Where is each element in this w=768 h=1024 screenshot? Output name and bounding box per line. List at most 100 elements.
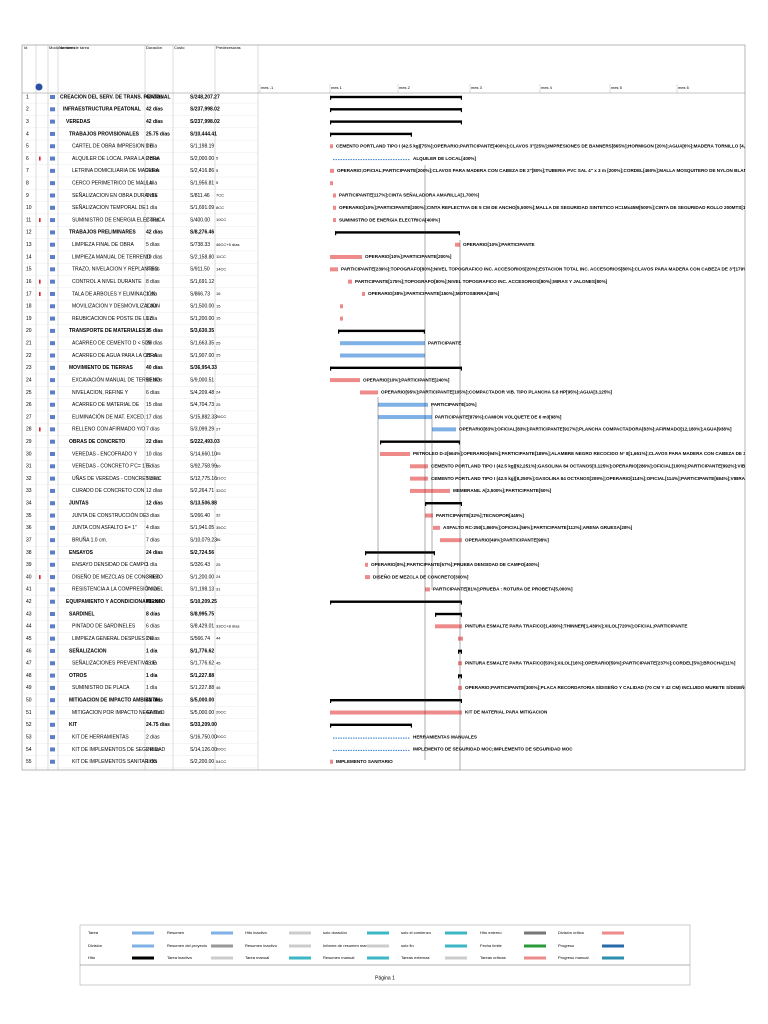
mode-icon	[50, 759, 55, 764]
task-duration: 24.75 días	[146, 722, 170, 728]
task-duration: 8 días	[146, 279, 160, 285]
task-name: MOVILIZACION Y DESMOVILIZACION	[72, 304, 160, 310]
legend-swatch	[602, 944, 624, 948]
summary-cap	[330, 120, 332, 125]
mode-icon	[50, 131, 55, 136]
summary-cap	[410, 132, 412, 137]
legend-label: Tarea inactiva	[167, 955, 192, 960]
task-id: 18	[26, 304, 32, 310]
resource-label: DISEÑO DE MEZCLA DE CONCRETO[300%]	[373, 573, 469, 579]
critical-bar	[380, 451, 410, 456]
resource-label: KIT DE MATERIAL PARA MITIGACION	[465, 710, 548, 715]
legend-label: Progreso manual	[558, 955, 589, 960]
task-id: 4	[26, 131, 29, 137]
page-number: Página 1	[375, 975, 395, 981]
task-name: MOVIMIENTO DE TIERRAS	[69, 365, 133, 371]
resource-label: OPERARIO[95%];PARTICIPANTE[105%];COMPACT…	[381, 390, 612, 395]
timescale-label: mes 1	[331, 85, 343, 90]
task-id: 35	[26, 513, 32, 519]
task-id: 1	[26, 94, 29, 100]
task-name: SEÑALIZACION	[69, 647, 107, 654]
task-name: CONTROL A NIVEL DURANTE	[72, 279, 142, 285]
task-cost: S/400.00	[190, 217, 210, 223]
mode-icon	[50, 205, 55, 210]
task-name: ACARREO DE MATERIAL DE	[72, 402, 140, 408]
resource-label: OPERARIO[10%];PARTICIPANTE	[463, 242, 535, 247]
task-cost: S/2,724.56	[190, 550, 214, 556]
task-name: CERCO PERIMETRICO DE MALLA	[72, 180, 153, 186]
task-duration: 42 días	[146, 107, 163, 113]
critical-bar	[433, 525, 440, 530]
resource-label: PINTURA ESMALTE PARA TRAFICO[53%];XILOL[…	[465, 660, 736, 665]
task-cost: S/2,200.00	[190, 759, 214, 765]
task-predecessors: 15	[216, 303, 221, 308]
task-cost: S/14,126.00	[190, 747, 217, 753]
legend-label: Progreso	[558, 943, 575, 948]
critical-bar	[330, 267, 338, 272]
task-cost: S/8,429.01	[190, 624, 214, 630]
task-predecessors: 32CC	[216, 488, 226, 493]
task-id: 2	[26, 107, 29, 113]
legend-label: Resumen	[167, 930, 184, 935]
legend-label: solo duración	[323, 930, 347, 935]
task-predecessors: 26CC	[216, 414, 226, 419]
resource-label: SUMINISTRO DE ENERGIA ELECTRICA[400%]	[339, 217, 440, 222]
task-cost: S/10,209.25	[190, 599, 217, 605]
task-duration: 10 días	[146, 377, 163, 383]
task-predecessors: 14CC	[216, 266, 226, 271]
mode-icon	[50, 242, 55, 247]
task-name: OTROS	[69, 673, 87, 679]
task-predecessors: 32	[216, 513, 221, 518]
task-duration: 5 días	[146, 464, 160, 470]
task-name: RELLENO CON AFIRMADO Y/O	[72, 427, 145, 433]
legend-swatch	[367, 956, 389, 960]
frame	[21, 44, 746, 771]
resource-label: OPERARIO;OFICIAL;PARTICIPANTE[200%];CLAV…	[337, 168, 768, 173]
task-duration: 10 días	[146, 254, 163, 260]
task-name: SEÑALIZACION EN OBRA DURANTE	[72, 192, 159, 199]
task-cost: S/3,630.35	[190, 328, 214, 334]
summary-cap	[410, 723, 412, 728]
summary-bar	[330, 132, 412, 136]
task-predecessors: 33CC+8 días	[216, 623, 239, 628]
resource-label: ASFALTO RC-250[1,860%];OFICIAL[56%];PART…	[443, 525, 633, 530]
resource-label: OPERARIO[10%];PARTICIPANTE[200%]	[365, 254, 452, 259]
task-duration: 6 días	[146, 390, 160, 396]
legend-swatch	[211, 931, 233, 935]
task-id: 51	[26, 710, 32, 716]
legend-label: Hito inactivo	[245, 930, 268, 935]
legend-swatch	[445, 956, 467, 960]
task-name: TRAZO, NIVELACION Y REPLANTEO	[72, 267, 158, 273]
mode-icon	[50, 722, 55, 727]
column-header: Predecesoras	[216, 45, 241, 50]
summary-cap	[458, 674, 460, 679]
task-id: 47	[26, 661, 32, 667]
task-duration: 5 días	[146, 476, 160, 482]
task-cost: S/9,000.51	[190, 377, 214, 383]
mode-icon	[50, 365, 55, 370]
summary-bar	[330, 108, 462, 111]
task-name: UÑAS DE VEREDAS - CONCRETO F'C	[72, 475, 162, 482]
task-id: 10	[26, 205, 32, 211]
task-bar	[378, 402, 428, 407]
mode-icon	[50, 291, 55, 296]
task-id: 43	[26, 611, 32, 617]
task-name: CARTEL DE OBRA IMPRESION DE	[72, 144, 154, 150]
task-cost: S/1,691.09	[190, 205, 214, 211]
resource-label: PARTICIPANTE[10%]	[431, 402, 477, 407]
timescale-label: mes -1	[261, 85, 274, 90]
task-name: BRUÑA 1.0 cm.	[72, 536, 107, 543]
mode-icon	[50, 156, 55, 161]
mode-icon	[50, 525, 55, 530]
task-duration: 1 día	[146, 291, 157, 297]
critical-bar	[410, 488, 450, 493]
task-cost: S/33,209.00	[190, 722, 217, 728]
task-duration: 12 días	[146, 488, 163, 494]
summary-cap	[460, 600, 462, 605]
task-name: TALA DE ARBOLES Y ELIMINACIÓN	[72, 290, 156, 297]
summary-bar	[330, 600, 462, 603]
task-cost: S/2,416.86	[190, 168, 214, 174]
task-duration: 12 días	[146, 501, 163, 507]
task-duration: 25 días	[146, 341, 163, 347]
task-id: 34	[26, 501, 32, 507]
